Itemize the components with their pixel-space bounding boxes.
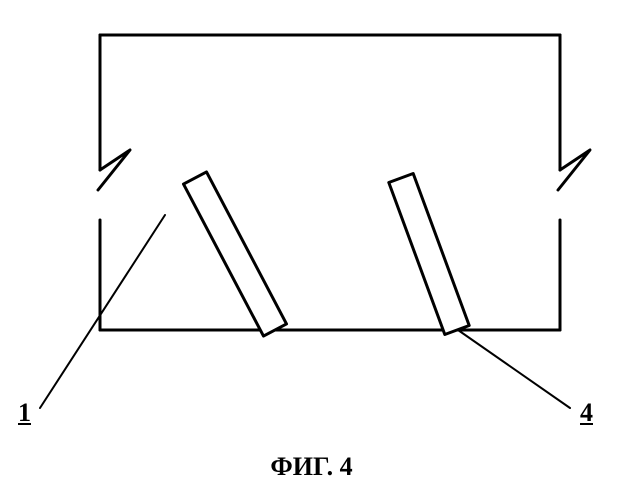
inclined-bar-1 (183, 172, 286, 336)
leader-line-1 (40, 215, 165, 408)
figure-caption: ФИГ. 4 (0, 452, 623, 482)
leader-line-4 (458, 330, 570, 408)
figure-canvas: 1 4 ФИГ. 4 (0, 0, 623, 500)
inclined-bar-2 (389, 174, 469, 335)
figure-svg (0, 0, 623, 500)
break-mark-right-top (558, 150, 590, 190)
break-mark-left-top (98, 150, 130, 190)
reference-label-4: 4 (580, 398, 593, 428)
reference-label-1: 1 (18, 398, 31, 428)
